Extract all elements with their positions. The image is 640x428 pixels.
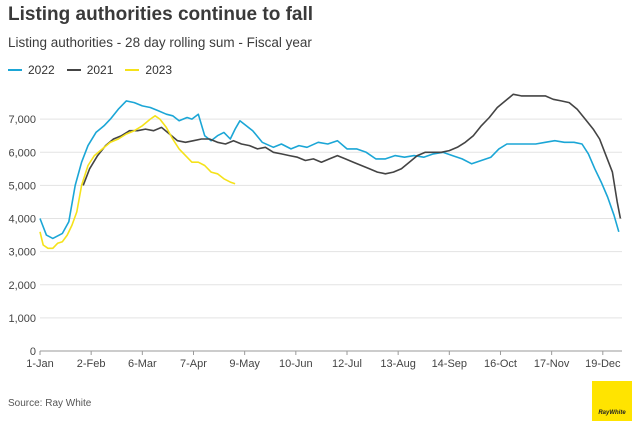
legend-swatch-2023 (125, 69, 140, 71)
series-line-2022 (39, 100, 620, 240)
x-tick-label: 17-Nov (534, 358, 570, 370)
x-tick-label: 12-Jul (332, 358, 362, 370)
x-tick-label: 2-Feb (77, 358, 106, 370)
x-tick-label: 9-May (229, 358, 260, 370)
legend-item-2022: 2022 (8, 63, 55, 77)
y-tick-label: 7,000 (8, 114, 36, 126)
x-tick-label: 14-Sep (432, 358, 467, 370)
y-tick-label: 0 (30, 346, 36, 358)
series-line-2023 (39, 115, 236, 250)
x-tick-label: 16-Oct (484, 358, 517, 370)
series-lines (39, 93, 622, 250)
legend-item-2023: 2023 (125, 63, 172, 77)
chart-subtitle: Listing authorities - 28 day rolling sum… (8, 35, 312, 50)
y-tick-label: 3,000 (8, 247, 36, 259)
x-tick-label: 7-Apr (180, 358, 207, 370)
y-tick-label: 6,000 (8, 147, 36, 159)
x-tick-label: 13-Aug (380, 358, 415, 370)
y-tick-label: 2,000 (8, 280, 36, 292)
x-tick-label: 6-Mar (128, 358, 157, 370)
x-tick-label: 19-Dec (585, 358, 621, 370)
legend-swatch-2022 (8, 69, 22, 71)
chart-title: Listing authorities continue to fall (8, 4, 314, 25)
x-tick-label: 1-Jan (26, 358, 54, 370)
x-tick-label: 10-Jun (279, 358, 313, 370)
y-tick-label: 4,000 (8, 214, 36, 226)
x-axis-ticks: 1-Jan 2-Feb 6-Mar 7-Apr 9-May 10-Jun 12-Jul 13-… (26, 351, 621, 370)
y-axis-ticks: 0 1,000 2,000 3,000 4,000 5,000 6,000 7,000 (8, 114, 36, 358)
y-tick-label: 1,000 (8, 313, 36, 325)
series-line-2021 (82, 93, 622, 219)
source-note: Source: Ray White (8, 398, 92, 409)
legend-item-2021: 2021 (66, 63, 114, 77)
y-tick-label: 5,000 (8, 180, 36, 192)
legend-label-2022: 2022 (28, 63, 55, 77)
logo-text: RayWhite (598, 410, 626, 416)
legend-label-2021: 2021 (86, 63, 114, 77)
legend-swatch-2021 (66, 69, 81, 71)
legend-label-2023: 2023 (145, 63, 173, 77)
ray-white-logo: RayWhite (592, 381, 632, 421)
chart-legend: 2022 2021 2023 (8, 63, 172, 77)
grid-lines (40, 118, 622, 352)
